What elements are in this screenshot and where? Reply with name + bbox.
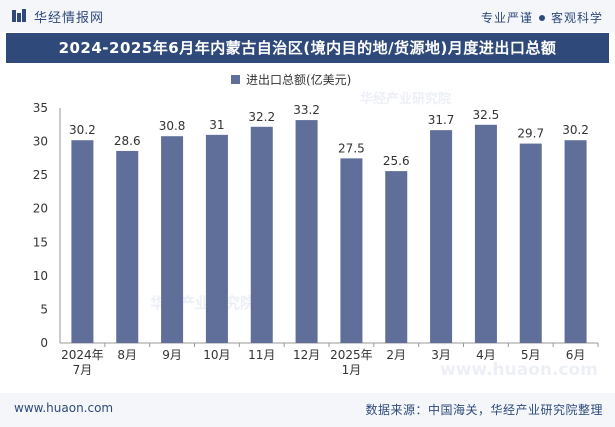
- footer-source: 数据来源：中国海关，华经产业研究院整理: [365, 403, 603, 417]
- bar: [519, 143, 542, 343]
- tagline: 专业严谨 客观科学: [481, 9, 603, 26]
- x-tick-label: 11月: [248, 348, 275, 362]
- bar: [161, 136, 184, 343]
- data-label: 30.2: [69, 123, 96, 137]
- data-label: 31.7: [428, 113, 455, 127]
- data-label: 32.5: [473, 108, 500, 122]
- x-tick-label: 5月: [521, 348, 541, 362]
- x-tick-label: 9月: [162, 348, 182, 362]
- data-label: 25.6: [383, 154, 410, 168]
- x-tick-label: 4月: [476, 348, 496, 362]
- bar: [250, 126, 273, 343]
- x-tick-label: 7月: [73, 363, 93, 377]
- bar: [385, 171, 408, 343]
- legend-swatch: [231, 75, 240, 84]
- x-tick-label: 8月: [117, 348, 137, 362]
- tagline-left: 专业严谨: [480, 11, 533, 25]
- y-tick-label: 25: [33, 168, 48, 182]
- y-tick-label: 0: [40, 336, 48, 350]
- legend-label: 进出口总额(亿美元): [246, 72, 351, 87]
- watermark-text: www.huaon.com: [440, 360, 598, 380]
- brand-name: 华经情报网: [34, 10, 105, 26]
- bar: [295, 120, 318, 343]
- y-tick-label: 15: [33, 235, 48, 249]
- bar: [340, 158, 363, 343]
- bar: [430, 130, 453, 343]
- x-tick-label: 2月: [386, 348, 406, 362]
- x-tick-label: 6月: [566, 348, 586, 362]
- watermark-text: 华经产业研究院: [360, 91, 451, 107]
- footer-website[interactable]: www.huaon.com: [14, 401, 114, 415]
- data-label: 29.7: [517, 127, 544, 141]
- x-tick-label: 1月: [342, 363, 362, 377]
- x-tick-label: 10月: [203, 348, 230, 362]
- data-label: 32.2: [248, 110, 275, 124]
- data-label: 31: [209, 118, 224, 132]
- data-label: 28.6: [114, 134, 141, 148]
- y-tick-label: 30: [33, 135, 48, 149]
- y-tick-label: 35: [33, 101, 48, 115]
- brand-logo[interactable]: 华经情报网: [10, 7, 105, 26]
- top-bar: 华经情报网 专业严谨 客观科学: [0, 0, 615, 32]
- data-label: 30.8: [159, 119, 186, 133]
- x-tick-label: 2025年: [330, 348, 373, 362]
- bar: [71, 140, 94, 343]
- y-tick-label: 5: [40, 302, 48, 316]
- footer: www.huaon.com 数据来源：中国海关，华经产业研究院整理: [0, 393, 615, 427]
- bar: [474, 124, 497, 344]
- bar-chart: 华经产业研究院华经产业研究院www.huaon.com进出口总额(亿美元)051…: [33, 72, 599, 380]
- brand-logo-icon: [12, 9, 26, 22]
- y-tick-label: 20: [33, 202, 48, 216]
- tagline-right: 客观科学: [550, 11, 603, 25]
- chart-title: 2024-2025年6月年内蒙古自治区(境内目的地/货源地)月度进出口总额: [6, 33, 609, 63]
- data-label: 27.5: [338, 141, 365, 155]
- bar: [205, 134, 228, 343]
- x-tick-label: 2024年: [61, 348, 104, 362]
- bar: [116, 150, 139, 343]
- data-label: 33.2: [293, 103, 320, 117]
- x-tick-label: 12月: [293, 348, 320, 362]
- y-tick-label: 10: [33, 269, 48, 283]
- data-label: 30.2: [562, 123, 589, 137]
- x-tick-label: 3月: [431, 348, 451, 362]
- bar: [564, 140, 587, 343]
- tagline-dot-icon: [538, 14, 545, 21]
